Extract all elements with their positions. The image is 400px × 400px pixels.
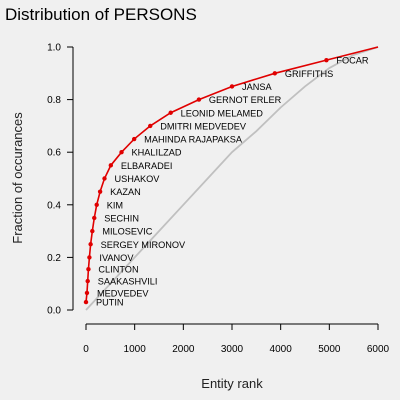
baseline-series-line [85,46,379,311]
data-point-label: MILOSEVIC [102,227,152,237]
data-point-label: SAAKASHVILI [98,277,158,287]
data-point [196,97,202,102]
data-point-label: MAHINDA RAJAPAKSA [144,135,243,145]
data-point [92,215,97,221]
x-tick-label: 2000 [172,344,195,355]
data-point [168,110,173,115]
data-point-label: ELBARADEI [121,161,173,171]
data-point-label: SERGEY MIRONOV [101,240,186,250]
x-tick-label: 6000 [367,344,390,355]
x-tick-label: 4000 [270,344,293,355]
data-point-label: KHALILZAD [132,148,182,158]
data-point [108,163,114,168]
data-point [229,84,235,89]
data-point-label: JANSA [242,82,272,92]
data-point-label: KAZAN [110,187,141,197]
data-point-label: FOCAR [336,56,369,66]
y-tick-label: 0.4 [47,200,61,211]
data-point-label: DMITRI MEDVEDEV [160,121,247,131]
data-point-label: GERNOT ERLER [209,95,282,105]
data-point [88,242,93,247]
data-point [131,136,137,142]
y-tick-label: 0.6 [47,148,61,159]
data-point-label: CLINTON [98,265,138,275]
data-point [94,202,99,207]
y-tick-label: 0.8 [47,95,61,106]
axes: 0 1000 2000 3000 4000 5000 6000 0.0 0.2 0.4 0.6 0.8… [47,43,389,356]
data-point [324,57,329,63]
x-tick-label: 5000 [318,344,341,355]
data-point [86,267,91,272]
data-point-label: USHAKOV [114,174,160,184]
y-axis-label: Fraction of occurances [10,112,25,244]
data-point [83,299,89,305]
x-axis-label: Entity rank [201,376,263,391]
data-point-label: PUTIN [96,298,124,308]
data-point [119,150,124,155]
x-tick-label: 0 [83,344,89,355]
data-point [84,290,90,296]
data-point-label: KIM [107,200,123,210]
data-point [102,176,107,181]
data-point-label: MEDVEDEV [97,288,149,298]
data-point [87,255,92,260]
chart-title: Distribution of PERSONS [5,5,197,24]
x-tick-label: 1000 [124,344,147,355]
data-point [97,189,103,194]
data-point-label: GRIFFITHS [285,69,334,79]
y-tick-label: 0.2 [47,253,61,264]
x-tick-label: 3000 [221,344,244,355]
data-point [90,228,95,234]
data-point [148,123,153,129]
y-tick-label: 1.0 [47,43,61,54]
y-tick-label: 0.0 [47,306,61,317]
data-point-label: IVANOV [99,253,134,263]
data-point-label: SECHIN [104,213,139,223]
data-point [85,278,90,284]
data-point [272,71,278,76]
data-point-label: LEONID MELAMED [181,108,264,118]
